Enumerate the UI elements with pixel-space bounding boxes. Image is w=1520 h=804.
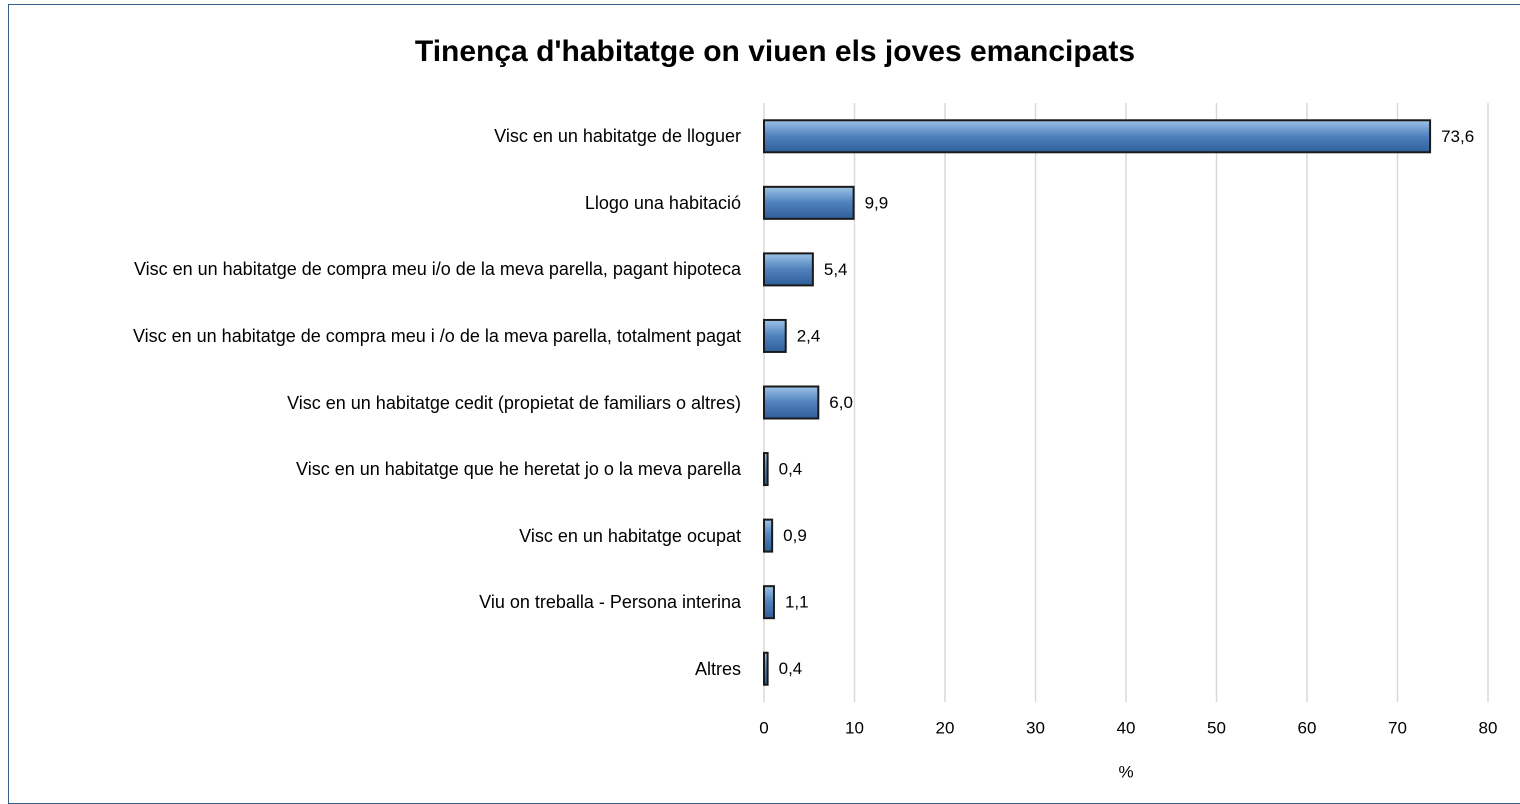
bar xyxy=(763,518,774,553)
x-axis-title: % xyxy=(1118,762,1133,781)
y-tick-label: Visc en un habitatge de compra meu i/o d… xyxy=(133,259,741,280)
x-tick-label: 60 xyxy=(1298,718,1317,737)
y-tick-label: Visc en un habitatge cedit (propietat de… xyxy=(287,392,741,413)
data-label: 1,1 xyxy=(785,593,809,612)
x-tick-label: 70 xyxy=(1388,718,1407,737)
x-tick-label: 30 xyxy=(1026,718,1045,737)
data-label: 0,9 xyxy=(783,526,807,545)
x-tick-label: 20 xyxy=(936,718,955,737)
data-label: 73,6 xyxy=(1441,127,1474,146)
data-label: 2,4 xyxy=(797,326,821,345)
bar xyxy=(763,252,814,287)
y-tick-label: Llogo una habitació xyxy=(584,192,741,213)
y-tick-label: Altres xyxy=(694,658,741,679)
y-tick-label: Visc en un habitatge que he heretat jo o… xyxy=(296,459,741,480)
bar xyxy=(763,651,769,686)
bar xyxy=(763,318,787,353)
bar xyxy=(763,585,775,620)
y-tick-label: Viu on treballa - Persona interina xyxy=(479,592,741,613)
x-tick-label: 50 xyxy=(1207,718,1226,737)
x-tick-label: 40 xyxy=(1117,718,1136,737)
x-tick-label: 0 xyxy=(759,718,768,737)
x-tick-label: 10 xyxy=(845,718,864,737)
bar xyxy=(763,385,820,420)
y-tick-label: Visc en un habitatge de compra meu i /o … xyxy=(132,325,741,346)
y-tick-label: Visc en un habitatge ocupat xyxy=(519,525,741,546)
data-label: 9,9 xyxy=(865,193,889,212)
bar xyxy=(763,119,1432,154)
x-tick-label: 80 xyxy=(1479,718,1498,737)
chart-title: Tinença d'habitatge on viuen els joves e… xyxy=(415,35,1135,68)
y-tick-label: Visc en un habitatge de lloguer xyxy=(494,126,741,147)
bar xyxy=(763,452,769,487)
data-label: 0,4 xyxy=(779,460,803,479)
data-label: 6,0 xyxy=(829,393,853,412)
bar xyxy=(763,185,855,220)
data-label: 5,4 xyxy=(824,260,848,279)
data-label: 0,4 xyxy=(779,659,803,678)
